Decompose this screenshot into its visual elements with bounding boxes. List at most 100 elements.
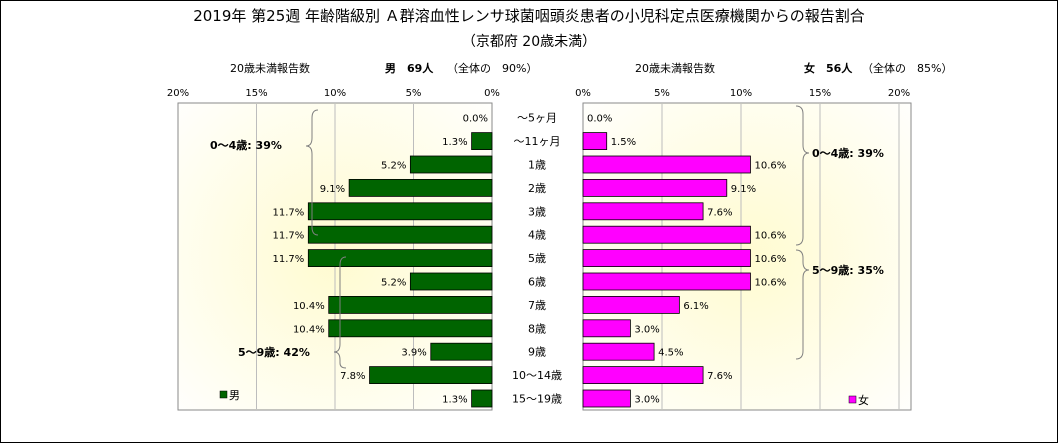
left-header-share: （全体の 90%） xyxy=(447,61,537,75)
legend-female-label: 女 xyxy=(858,393,869,407)
bar-male-8 xyxy=(328,295,493,314)
x-axis-left: 20% 15% 10% 5% 0% xyxy=(167,88,500,99)
bar-female-7 xyxy=(582,272,751,291)
value-label-female-2: 10.6% xyxy=(754,161,786,172)
category-label-9: 8歳 xyxy=(528,322,546,335)
chart-subtitle: （京都府 20歳未満） xyxy=(462,34,596,50)
value-label-male-12: 1.3% xyxy=(442,395,467,406)
category-axis: ～5ヶ月 ～11ヶ月 1歳 2歳 3歳 4歳 5歳 6歳 7歳 8歳 9歳 10～14歳 15～19歳 xyxy=(512,112,562,406)
bar-male-3 xyxy=(348,178,493,197)
value-label-male-2: 5.2% xyxy=(381,161,406,172)
legend-male-swatch xyxy=(219,390,228,399)
value-label-female-7: 10.6% xyxy=(754,278,786,289)
category-label-1: ～11ヶ月 xyxy=(514,135,561,148)
value-label-male-1: 1.3% xyxy=(442,137,467,148)
group-label-right-0-4: 0～4歳: 39% xyxy=(812,146,884,160)
value-label-male-9: 10.4% xyxy=(293,324,325,335)
bar-female-2 xyxy=(582,155,751,174)
value-label-female-5: 10.6% xyxy=(754,231,786,242)
brace-left-5-9 xyxy=(333,256,347,369)
category-label-2: 1歳 xyxy=(528,159,546,172)
category-label-7: 6歳 xyxy=(528,276,546,289)
x-tick-left-10: 10% xyxy=(324,88,346,99)
left-header-count: 男 69人 xyxy=(385,61,434,75)
group-label-right-5-9: 5～9歳: 35% xyxy=(812,263,884,277)
group-label-left-0-4: 0～4歳: 39% xyxy=(210,138,282,152)
brace-right-0-4 xyxy=(795,105,810,246)
bar-male-11 xyxy=(369,366,493,385)
value-label-male-3: 9.1% xyxy=(320,184,345,195)
x-tick-right-0: 0% xyxy=(575,88,591,99)
value-label-female-3: 9.1% xyxy=(731,184,756,195)
category-label-8: 7歳 xyxy=(528,299,546,312)
x-tick-left-15: 15% xyxy=(245,88,267,99)
category-label-11: 10～14歳 xyxy=(512,369,562,382)
series-female: 0.0% 1.5% 10.6% 9.1% 7.6% 10.6% 10.6% 10.6% 6.1%… xyxy=(582,114,786,408)
value-label-male-8: 10.4% xyxy=(293,301,325,312)
chart-title: 2019年 第25週 年齢階級別 Ａ群溶血性レンサ球菌咽頭炎患者の小児科定点医療… xyxy=(193,7,865,25)
bar-female-8 xyxy=(582,295,680,314)
value-label-female-6: 10.6% xyxy=(754,254,786,265)
bar-female-6 xyxy=(582,249,751,268)
bar-male-7 xyxy=(409,272,493,291)
value-label-female-11: 7.6% xyxy=(707,371,732,382)
x-tick-left-20: 20% xyxy=(167,88,189,99)
value-label-female-1: 1.5% xyxy=(611,137,636,148)
category-label-12: 15～19歳 xyxy=(512,393,562,406)
bar-female-11 xyxy=(582,366,704,385)
category-label-6: 5歳 xyxy=(528,252,546,265)
bar-male-12 xyxy=(471,389,493,408)
value-label-female-12: 3.0% xyxy=(634,395,659,406)
value-label-male-11: 7.8% xyxy=(340,371,365,382)
bar-female-12 xyxy=(582,389,631,408)
bar-male-4 xyxy=(307,202,493,221)
right-header-share: （全体の 85%） xyxy=(862,61,952,75)
bar-female-3 xyxy=(582,178,728,197)
bar-female-1 xyxy=(582,132,608,151)
right-header-caption: 20歳未満報告数 xyxy=(635,62,715,75)
brace-right-5-9 xyxy=(795,249,810,360)
bar-female-5 xyxy=(582,225,751,244)
x-tick-right-10: 10% xyxy=(730,88,752,99)
category-label-4: 3歳 xyxy=(528,205,546,218)
value-label-female-10: 4.5% xyxy=(658,348,683,359)
category-label-3: 2歳 xyxy=(528,182,546,195)
bar-male-10 xyxy=(430,342,493,361)
bar-male-5 xyxy=(307,225,493,244)
value-label-male-6: 11.7% xyxy=(273,254,305,265)
bar-male-2 xyxy=(409,155,493,174)
bar-female-10 xyxy=(582,342,655,361)
bar-male-9 xyxy=(328,319,493,338)
value-label-female-8: 6.1% xyxy=(683,301,708,312)
bar-male-6 xyxy=(307,249,493,268)
category-label-0: ～5ヶ月 xyxy=(517,112,557,125)
value-label-male-4: 11.7% xyxy=(273,207,305,218)
x-tick-right-5: 5% xyxy=(654,88,670,99)
bar-female-4 xyxy=(582,202,704,221)
series-male: 0.0% 1.3% 5.2% 9.1% 11.7% 11.7% 11.7% 5.2% 10.4%… xyxy=(273,114,493,408)
value-label-female-4: 7.6% xyxy=(707,207,732,218)
value-label-female-9: 3.0% xyxy=(634,324,659,335)
value-label-male-5: 11.7% xyxy=(273,231,305,242)
left-header-caption: 20歳未満報告数 xyxy=(230,62,310,75)
value-label-male-7: 5.2% xyxy=(381,278,406,289)
legend-male-label: 男 xyxy=(229,389,240,402)
x-tick-right-15: 15% xyxy=(809,88,831,99)
x-tick-left-0: 0% xyxy=(484,88,500,99)
value-label-male-0: 0.0% xyxy=(463,114,488,125)
x-axis-right: 0% 5% 10% 15% 20% xyxy=(575,88,910,99)
category-label-5: 4歳 xyxy=(528,229,546,242)
bar-male-1 xyxy=(471,132,493,151)
value-label-male-10: 3.9% xyxy=(401,348,426,359)
category-label-10: 9歳 xyxy=(528,346,546,359)
legend-female-swatch xyxy=(848,395,857,404)
brace-left-0-4 xyxy=(305,109,319,236)
group-label-left-5-9: 5～9歳: 42% xyxy=(238,345,310,359)
bar-female-9 xyxy=(582,319,631,338)
x-tick-right-20: 20% xyxy=(888,88,910,99)
value-label-female-0: 0.0% xyxy=(587,114,612,125)
x-tick-left-5: 5% xyxy=(406,88,422,99)
right-header-count: 女 56人 xyxy=(804,61,853,75)
